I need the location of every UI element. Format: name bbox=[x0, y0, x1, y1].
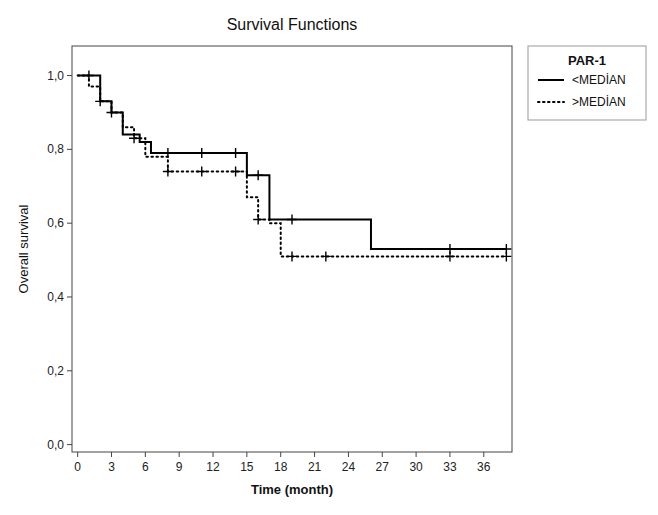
x-tick bbox=[213, 452, 214, 457]
y-tick bbox=[67, 296, 72, 297]
y-tick bbox=[67, 149, 72, 150]
x-tick-label: 12 bbox=[206, 460, 220, 474]
y-axis-label: Overall survival bbox=[16, 204, 31, 293]
x-tick-label: 15 bbox=[240, 460, 254, 474]
legend-frame bbox=[528, 46, 646, 120]
censor-mark bbox=[287, 251, 297, 261]
x-tick-label: 18 bbox=[274, 460, 288, 474]
censor-mark bbox=[95, 96, 105, 106]
x-tick-label: 27 bbox=[376, 460, 390, 474]
x-tick-label: 6 bbox=[142, 460, 149, 474]
censor-mark bbox=[253, 214, 263, 224]
censor-mark bbox=[253, 170, 263, 180]
censor-mark bbox=[197, 166, 207, 176]
censor-mark bbox=[197, 148, 207, 158]
survival-line bbox=[78, 76, 507, 249]
y-tick-label: 0,2 bbox=[47, 364, 64, 378]
legend: PAR-1 <MEDİAN >MEDİAN bbox=[528, 46, 646, 120]
x-tick bbox=[449, 452, 450, 457]
x-tick bbox=[348, 452, 349, 457]
plot-frame bbox=[72, 46, 512, 452]
x-tick-label: 36 bbox=[477, 460, 491, 474]
x-tick bbox=[111, 452, 112, 457]
title: Survival Functions bbox=[227, 16, 358, 33]
censor-mark bbox=[501, 251, 511, 261]
y-tick bbox=[67, 444, 72, 445]
legend-title: PAR-1 bbox=[568, 53, 606, 68]
x-tick bbox=[280, 452, 281, 457]
x-tick-label: 3 bbox=[108, 460, 115, 474]
x-tick bbox=[145, 452, 146, 457]
x-tick bbox=[179, 452, 180, 457]
censor-mark bbox=[163, 166, 173, 176]
x-tick bbox=[382, 452, 383, 457]
censor-mark bbox=[287, 214, 297, 224]
y-tick-label: 0,0 bbox=[47, 438, 64, 452]
legend-swatch bbox=[538, 79, 564, 81]
legend-swatch bbox=[538, 101, 564, 103]
y-tick bbox=[67, 370, 72, 371]
x-tick-label: 30 bbox=[409, 460, 423, 474]
x-tick-label: 0 bbox=[74, 460, 81, 474]
x-tick bbox=[314, 452, 315, 457]
chart: 03691215182124273033360,00,20,40,60,81,0… bbox=[0, 0, 658, 515]
censor-mark bbox=[445, 251, 455, 261]
x-tick-label: 33 bbox=[443, 460, 457, 474]
x-tick bbox=[77, 452, 78, 457]
censor-mark bbox=[231, 148, 241, 158]
x-tick bbox=[416, 452, 417, 457]
x-tick bbox=[483, 452, 484, 457]
censor-mark bbox=[321, 251, 331, 261]
y-tick-label: 1,0 bbox=[47, 69, 64, 83]
x-tick-label: 24 bbox=[342, 460, 356, 474]
x-tick-label: 21 bbox=[308, 460, 322, 474]
censor-mark bbox=[231, 166, 241, 176]
y-tick-label: 0,8 bbox=[47, 142, 64, 156]
survival-line bbox=[78, 76, 507, 257]
y-tick-label: 0,4 bbox=[47, 290, 64, 304]
legend-label: >MEDİAN bbox=[572, 95, 626, 109]
plot-area bbox=[78, 71, 512, 262]
x-tick bbox=[246, 452, 247, 457]
x-axis-label: Time (month) bbox=[251, 482, 333, 497]
y-tick-label: 0,6 bbox=[47, 216, 64, 230]
y-tick bbox=[67, 75, 72, 76]
legend-label: <MEDİAN bbox=[572, 73, 626, 87]
censor-mark bbox=[129, 133, 139, 143]
x-tick-label: 9 bbox=[176, 460, 183, 474]
y-tick bbox=[67, 223, 72, 224]
